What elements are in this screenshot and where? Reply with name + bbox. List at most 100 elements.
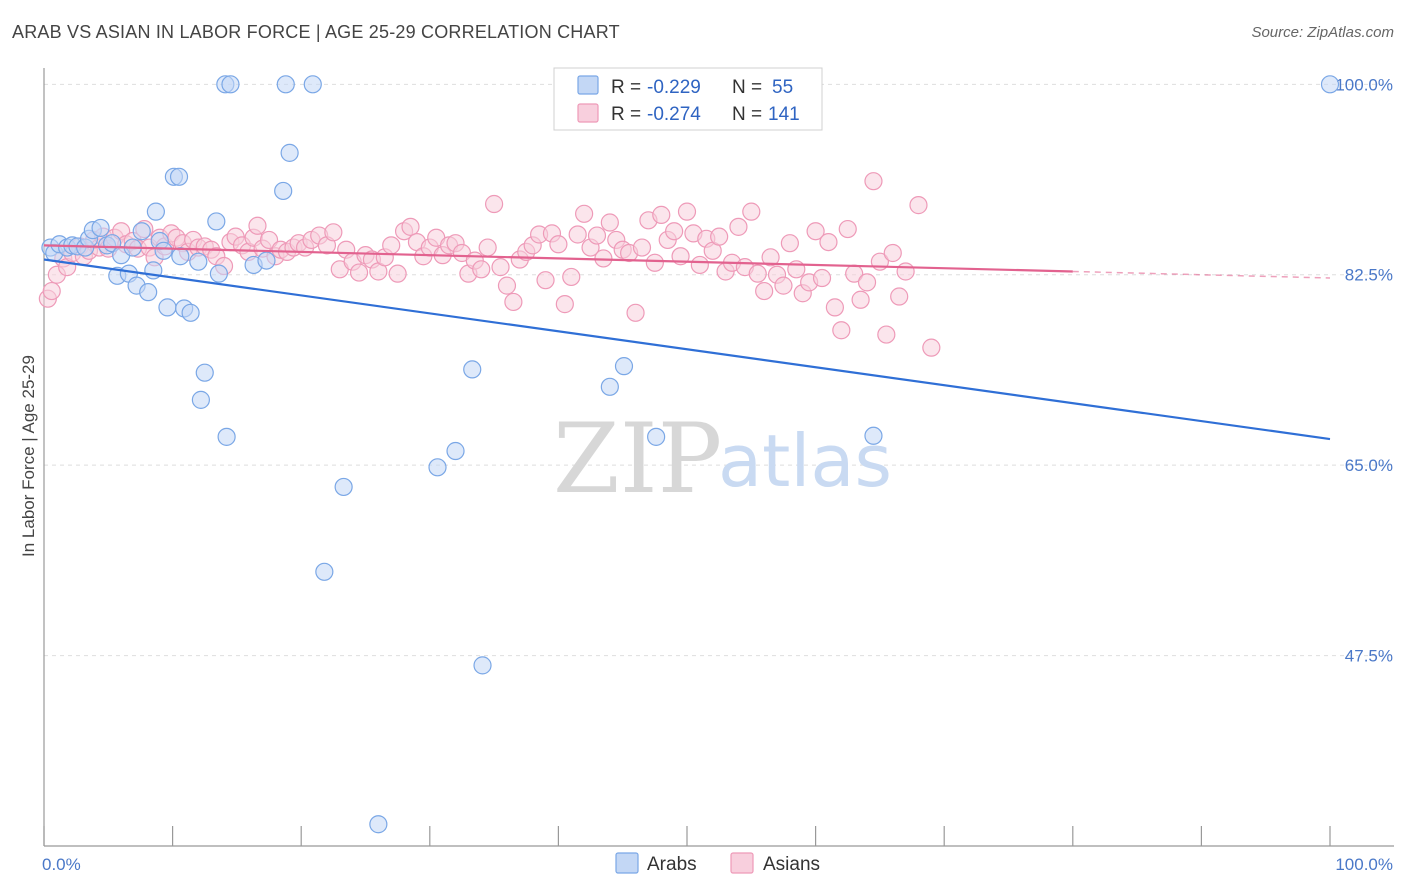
arab-point-41 [280, 143, 299, 162]
axes [43, 68, 1394, 847]
arab-point-39 [274, 181, 293, 201]
arabs-legend-swatch [577, 75, 599, 95]
asian-point-105 [677, 202, 697, 221]
asian-point-77 [497, 276, 517, 295]
arab-point-36 [221, 75, 240, 94]
arab-point-40 [276, 75, 295, 94]
watermark-atlas: atlas [718, 419, 892, 503]
arab-point-26 [171, 247, 190, 266]
arab-point-22 [154, 241, 173, 260]
asian-point-110 [710, 227, 729, 246]
asian-point-59 [382, 236, 401, 255]
arab-point-31 [191, 390, 210, 409]
asian-point-120 [774, 276, 793, 295]
arab-point-33 [209, 264, 228, 283]
y-tick-label-2: 65.0% [1345, 456, 1393, 475]
asian-point-103 [665, 222, 684, 241]
asian-point-97 [626, 303, 645, 322]
y-tick-label-1: 82.5% [1345, 266, 1393, 285]
arab-point-34 [217, 427, 236, 446]
arab-point-46 [428, 458, 447, 477]
asian-point-137 [883, 243, 902, 263]
arab-point-45 [369, 815, 388, 834]
asian-point-116 [748, 264, 767, 283]
asian-point-86 [555, 295, 574, 314]
asian-point-127 [819, 232, 838, 252]
asian-point-132 [851, 290, 870, 309]
bottom-legend: Arabs Asians [615, 852, 820, 875]
asians-bottom-swatch [730, 852, 754, 874]
asian-point-140 [909, 196, 928, 215]
asian-point-126 [812, 268, 832, 288]
asian-point-88 [568, 225, 587, 244]
asian-point-113 [729, 217, 748, 236]
x-tick-labels: 0.0% 100.0% [42, 855, 1393, 874]
asian-point-38 [248, 216, 267, 235]
asians-trend-line [43, 244, 1073, 273]
asian-point-91 [587, 226, 607, 245]
stats-legend-box [553, 67, 823, 131]
arab-point-25 [169, 167, 189, 186]
arab-point-17 [132, 222, 151, 241]
series-arabs [41, 75, 1340, 834]
asian-point-54 [349, 263, 369, 282]
asian-point-138 [890, 287, 909, 306]
asian-point-118 [761, 248, 780, 267]
arab-point-54 [1320, 75, 1340, 94]
arab-point-51 [614, 357, 634, 376]
x-tick-label-0: 0.0% [42, 855, 81, 874]
asian-point-73 [472, 260, 491, 279]
arab-point-48 [463, 360, 482, 379]
asian-point-115 [742, 202, 761, 221]
arabs-n-label: N = [732, 77, 762, 98]
arabs-r-value: -0.229 [647, 77, 701, 98]
asian-point-93 [600, 213, 619, 232]
asian-point-76 [491, 258, 510, 277]
arab-point-32 [207, 212, 226, 231]
asians-n-label: N = [732, 104, 762, 125]
chart-title: ARAB VS ASIAN IN LABOR FORCE | AGE 25-29… [12, 22, 620, 42]
stats-legend: R = -0.229 N = 55 R = -0.274 N = 141 [553, 67, 823, 131]
arab-point-49 [473, 656, 492, 675]
asian-point-121 [780, 234, 799, 253]
asian-point-60 [388, 264, 407, 283]
asians-trend-extension [1072, 270, 1331, 279]
arabs-r-label: R = [611, 77, 641, 98]
watermark-zip: ZIP [553, 403, 722, 515]
asian-point-107 [690, 255, 709, 275]
arab-point-42 [303, 75, 322, 94]
asian-point-133 [857, 273, 877, 292]
asian-point-117 [755, 281, 774, 301]
arabs-bottom-swatch [615, 852, 639, 874]
arab-point-23 [158, 298, 177, 317]
asian-point-89 [575, 204, 594, 223]
arab-point-18 [139, 283, 158, 302]
asian-point-40 [259, 230, 279, 250]
arab-point-38 [257, 251, 276, 270]
asians-r-value: -0.274 [647, 104, 701, 125]
asian-point-98 [632, 238, 652, 257]
asian-point-83 [536, 271, 555, 290]
arabs-trend-line [43, 258, 1331, 441]
chart-source: Source: ZipAtlas.com [1251, 24, 1394, 41]
watermark: ZIP atlas [553, 403, 892, 515]
asian-point-87 [562, 267, 581, 287]
asians-r-label: R = [611, 104, 641, 125]
asian-point-101 [652, 205, 671, 224]
asians-legend-swatch [577, 103, 599, 123]
asian-point-78 [504, 292, 523, 312]
asian-point-129 [832, 321, 851, 340]
asian-point-141 [922, 338, 941, 357]
arab-point-28 [181, 303, 200, 322]
arab-point-29 [189, 252, 208, 271]
asian-point-139 [896, 262, 915, 281]
asian-point-134 [864, 172, 883, 191]
asian-point-130 [838, 219, 857, 239]
y-tick-labels: 100.0% 82.5% 65.0% 47.5% [1335, 75, 1393, 665]
trend-lines [43, 244, 1331, 441]
arabs-legend-label: Arabs [647, 854, 697, 875]
asian-point-1 [42, 281, 61, 301]
arab-point-44 [334, 477, 353, 497]
arab-point-9 [91, 218, 110, 238]
y-tick-label-3: 47.5% [1345, 647, 1393, 666]
